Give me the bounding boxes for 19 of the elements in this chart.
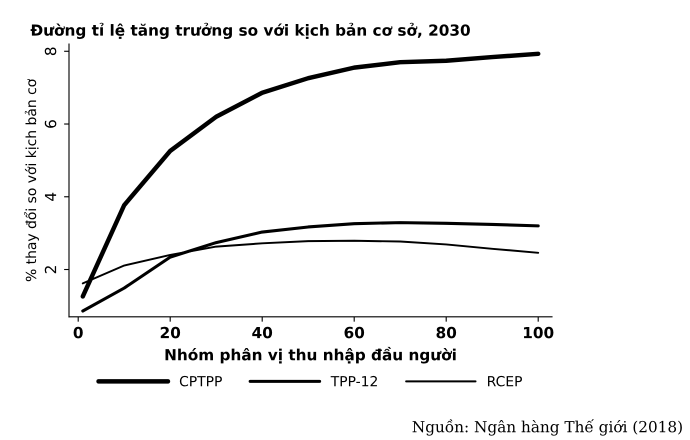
x-axis-title: Nhóm phân vị thu nhập đầu người <box>166 346 456 364</box>
y-tick-label: 6 <box>44 120 56 128</box>
y-tick-label: 8 <box>44 47 56 56</box>
x-tick-label: 100 <box>524 326 554 338</box>
y-axis-title: % thay đổi so với kịch bản cơ <box>24 78 39 282</box>
line-series <box>81 221 540 313</box>
x-tick-label: 80 <box>436 326 456 338</box>
legend-label: TPP-12 <box>330 376 377 386</box>
legend-label: CPTPP <box>180 376 222 386</box>
x-tick-label: 0 <box>74 326 83 338</box>
y-tick-label: 4 <box>44 192 56 201</box>
x-tick-label: 20 <box>160 326 180 338</box>
text: Nguồn: Ngân hàng Thế giới (2018) <box>412 419 682 436</box>
chart-title: Đường tỉ lệ tăng trưởng so với kịch bản cơ sở, 2030 <box>30 22 470 39</box>
line-series <box>80 52 540 299</box>
legend-label: RCEP <box>488 376 522 386</box>
y-tick-label: 2 <box>44 266 56 274</box>
x-tick-label: 60 <box>344 326 364 338</box>
x-tick-label: 40 <box>252 326 272 338</box>
